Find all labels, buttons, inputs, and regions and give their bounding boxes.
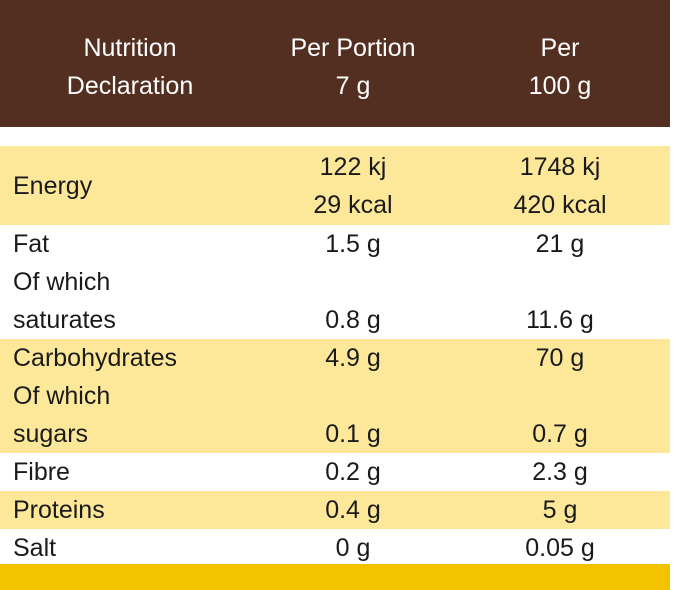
row-label: Of which saturates — [13, 268, 116, 334]
row-label: Fat — [13, 230, 50, 258]
header-nutrition-declaration: Nutrition Declaration — [66, 34, 194, 100]
row-value-portion: 122 kj 29 kcal — [313, 153, 393, 219]
row-label: Carbohydrates — [13, 344, 177, 372]
row-value-portion: 0.4 g — [325, 496, 381, 524]
row-value-portion: 0 g — [335, 534, 371, 562]
row-value-per100: 11.6 g — [526, 306, 594, 334]
table-row-saturates: Of which saturates 0.8 g 11.6 g — [0, 263, 670, 339]
row-label: Fibre — [13, 458, 70, 486]
table-row-fibre: Fibre 0.2 g 2.3 g — [0, 453, 670, 491]
row-value-per100: 1748 kj 420 kcal — [513, 153, 607, 219]
table-row-proteins: Proteins 0.4 g 5 g — [0, 491, 670, 529]
footer-bar — [0, 564, 670, 590]
header-per-portion: Per Portion 7 g — [290, 34, 416, 100]
row-value-per100: 2.3 g — [532, 458, 588, 486]
table-header: Nutrition Declaration Per Portion 7 g Pe… — [0, 0, 670, 127]
row-value-portion: 4.9 g — [325, 344, 381, 372]
row-value-per100: 0.7 g — [532, 420, 588, 448]
row-value-portion: 1.5 g — [325, 230, 381, 258]
row-value-per100: 70 g — [535, 344, 585, 372]
row-value-per100: 0.05 g — [525, 534, 595, 562]
row-label: Energy — [13, 172, 93, 200]
table-row-fat: Fat 1.5 g 21 g — [0, 225, 670, 263]
table-row-carbohydrates: Carbohydrates 4.9 g 70 g — [0, 339, 670, 377]
row-label: Of which sugars — [13, 382, 111, 448]
row-value-portion: 0.8 g — [325, 306, 381, 334]
row-label: Salt — [13, 534, 57, 562]
table-row-salt: Salt 0 g 0.05 g — [0, 529, 670, 564]
row-value-per100: 5 g — [542, 496, 578, 524]
table-row-sugars: Of which sugars 0.1 g 0.7 g — [0, 377, 670, 453]
header-per-100g: Per 100 g — [528, 34, 592, 100]
table-row-energy: Energy 122 kj 29 kcal 1748 kj 420 kcal — [0, 146, 670, 225]
row-label: Proteins — [13, 496, 105, 524]
row-value-portion: 0.2 g — [325, 458, 381, 486]
row-value-portion: 0.1 g — [325, 420, 381, 448]
row-value-per100: 21 g — [535, 230, 585, 258]
